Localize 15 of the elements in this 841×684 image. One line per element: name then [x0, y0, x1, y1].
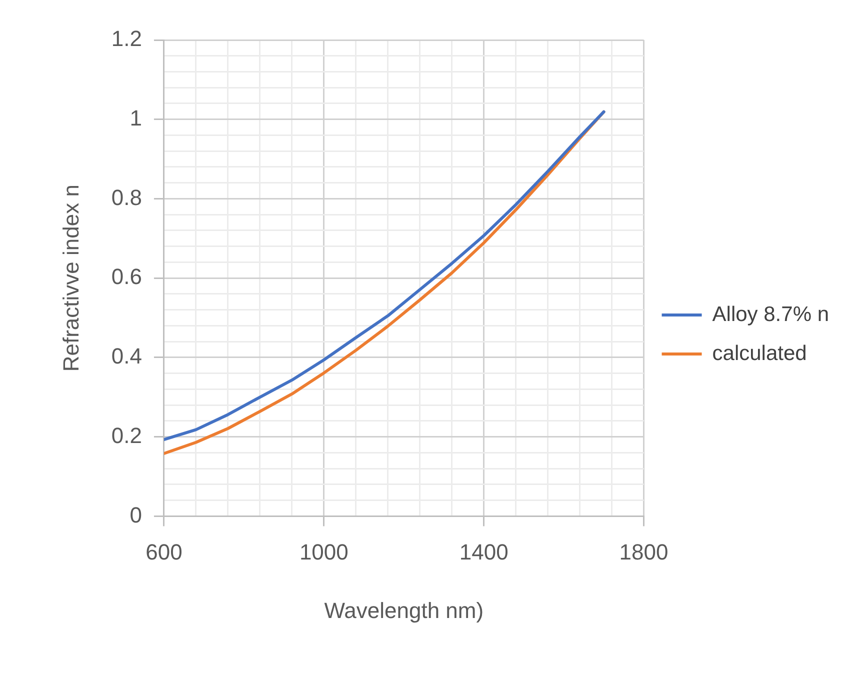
y-tick-label: 0.8	[111, 184, 142, 210]
y-tick-label: 0.4	[111, 344, 142, 369]
x-tick-label: 1400	[459, 539, 508, 564]
legend-label: Alloy 8.7% n	[712, 302, 830, 326]
x-tick-label: 600	[146, 539, 182, 564]
y-tick-label: 1.2	[111, 26, 142, 52]
y-tick-label: 0	[130, 502, 142, 528]
legend-label: calculated	[712, 342, 807, 365]
x-tick-label: 1000	[299, 539, 348, 564]
y-tick-label: 0.2	[111, 422, 142, 448]
y-tick-label: 0.6	[111, 264, 142, 290]
x-axis-title: Wavelength nm)	[324, 598, 484, 623]
y-tick-label: 1	[130, 105, 142, 130]
x-tick-label: 1800	[619, 539, 668, 564]
y-axis-title: Refractivve index n	[58, 184, 84, 372]
